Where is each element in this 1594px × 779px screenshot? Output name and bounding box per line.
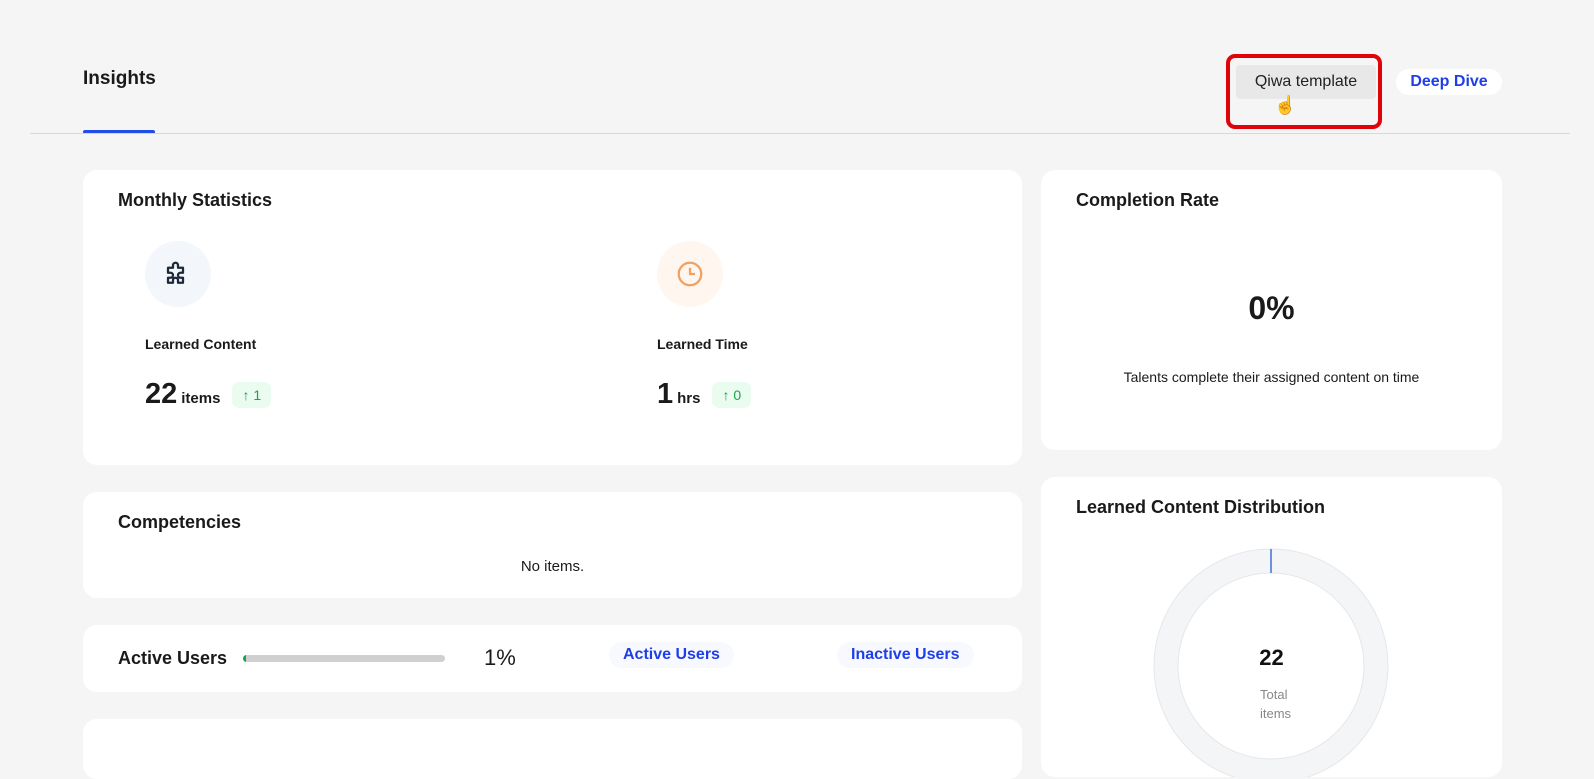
learned-content-distribution-card: Learned Content Distribution 22 Total it… (1041, 477, 1502, 777)
total-label-line: Total (1260, 687, 1288, 702)
completion-rate-card: Completion Rate 0% Talents complete thei… (1041, 170, 1502, 450)
distribution-donut (1153, 548, 1389, 777)
hand-cursor-icon: ☝ (1274, 95, 1297, 115)
learned-time-value: 1 hrs ↑ 0 (657, 378, 752, 411)
delta-value: 0 (733, 386, 742, 403)
tab-insights[interactable]: Insights (83, 68, 156, 89)
highlight-box (1226, 54, 1382, 129)
progress-fill (243, 655, 246, 662)
competencies-card: Competencies No items. (83, 492, 1022, 598)
monthly-statistics-card: Monthly Statistics Learned Content 22 it… (83, 170, 1022, 465)
inactive-users-link[interactable]: Inactive Users (837, 642, 974, 668)
deep-dive-button[interactable]: Deep Dive (1396, 69, 1502, 95)
card-title: Active Users (118, 648, 228, 668)
unit: hrs (677, 390, 701, 407)
value: 22 (145, 378, 178, 410)
card-title: Completion Rate (1076, 190, 1220, 210)
card-title: Competencies (118, 512, 242, 532)
delta-value: 1 (253, 386, 262, 403)
qiwa-template-button[interactable]: Qiwa template (1236, 65, 1376, 99)
value: 1 (657, 378, 674, 410)
additional-card (83, 719, 1022, 779)
total-value: 22 (1259, 645, 1284, 670)
unit: items (181, 390, 221, 407)
empty-message: No items. (520, 558, 585, 575)
total-label: Total items (1260, 685, 1291, 723)
active-percent: 1% (484, 645, 516, 670)
delta-badge: ↑ 1 (232, 381, 272, 408)
divider (30, 133, 1570, 134)
active-users-link[interactable]: Active Users (609, 642, 734, 668)
clock-icon (657, 241, 723, 307)
card-title: Monthly Statistics (118, 190, 273, 210)
learned-content-label: Learned Content (145, 336, 257, 352)
learned-time-label: Learned Time (657, 336, 748, 352)
total-label-line: items (1260, 706, 1292, 721)
learned-content-value: 22 items ↑ 1 (145, 378, 272, 411)
active-tab-indicator (83, 130, 155, 134)
active-users-card: Active Users 1% Active Users Inactive Us… (83, 625, 1022, 692)
active-users-progress (243, 655, 445, 662)
card-title: Learned Content Distribution (1076, 497, 1325, 517)
delta-badge: ↑ 0 (712, 381, 752, 408)
completion-description: Talents complete their assigned content … (1123, 369, 1420, 385)
completion-value: 0% (1248, 290, 1295, 326)
puzzle-icon (145, 241, 211, 307)
